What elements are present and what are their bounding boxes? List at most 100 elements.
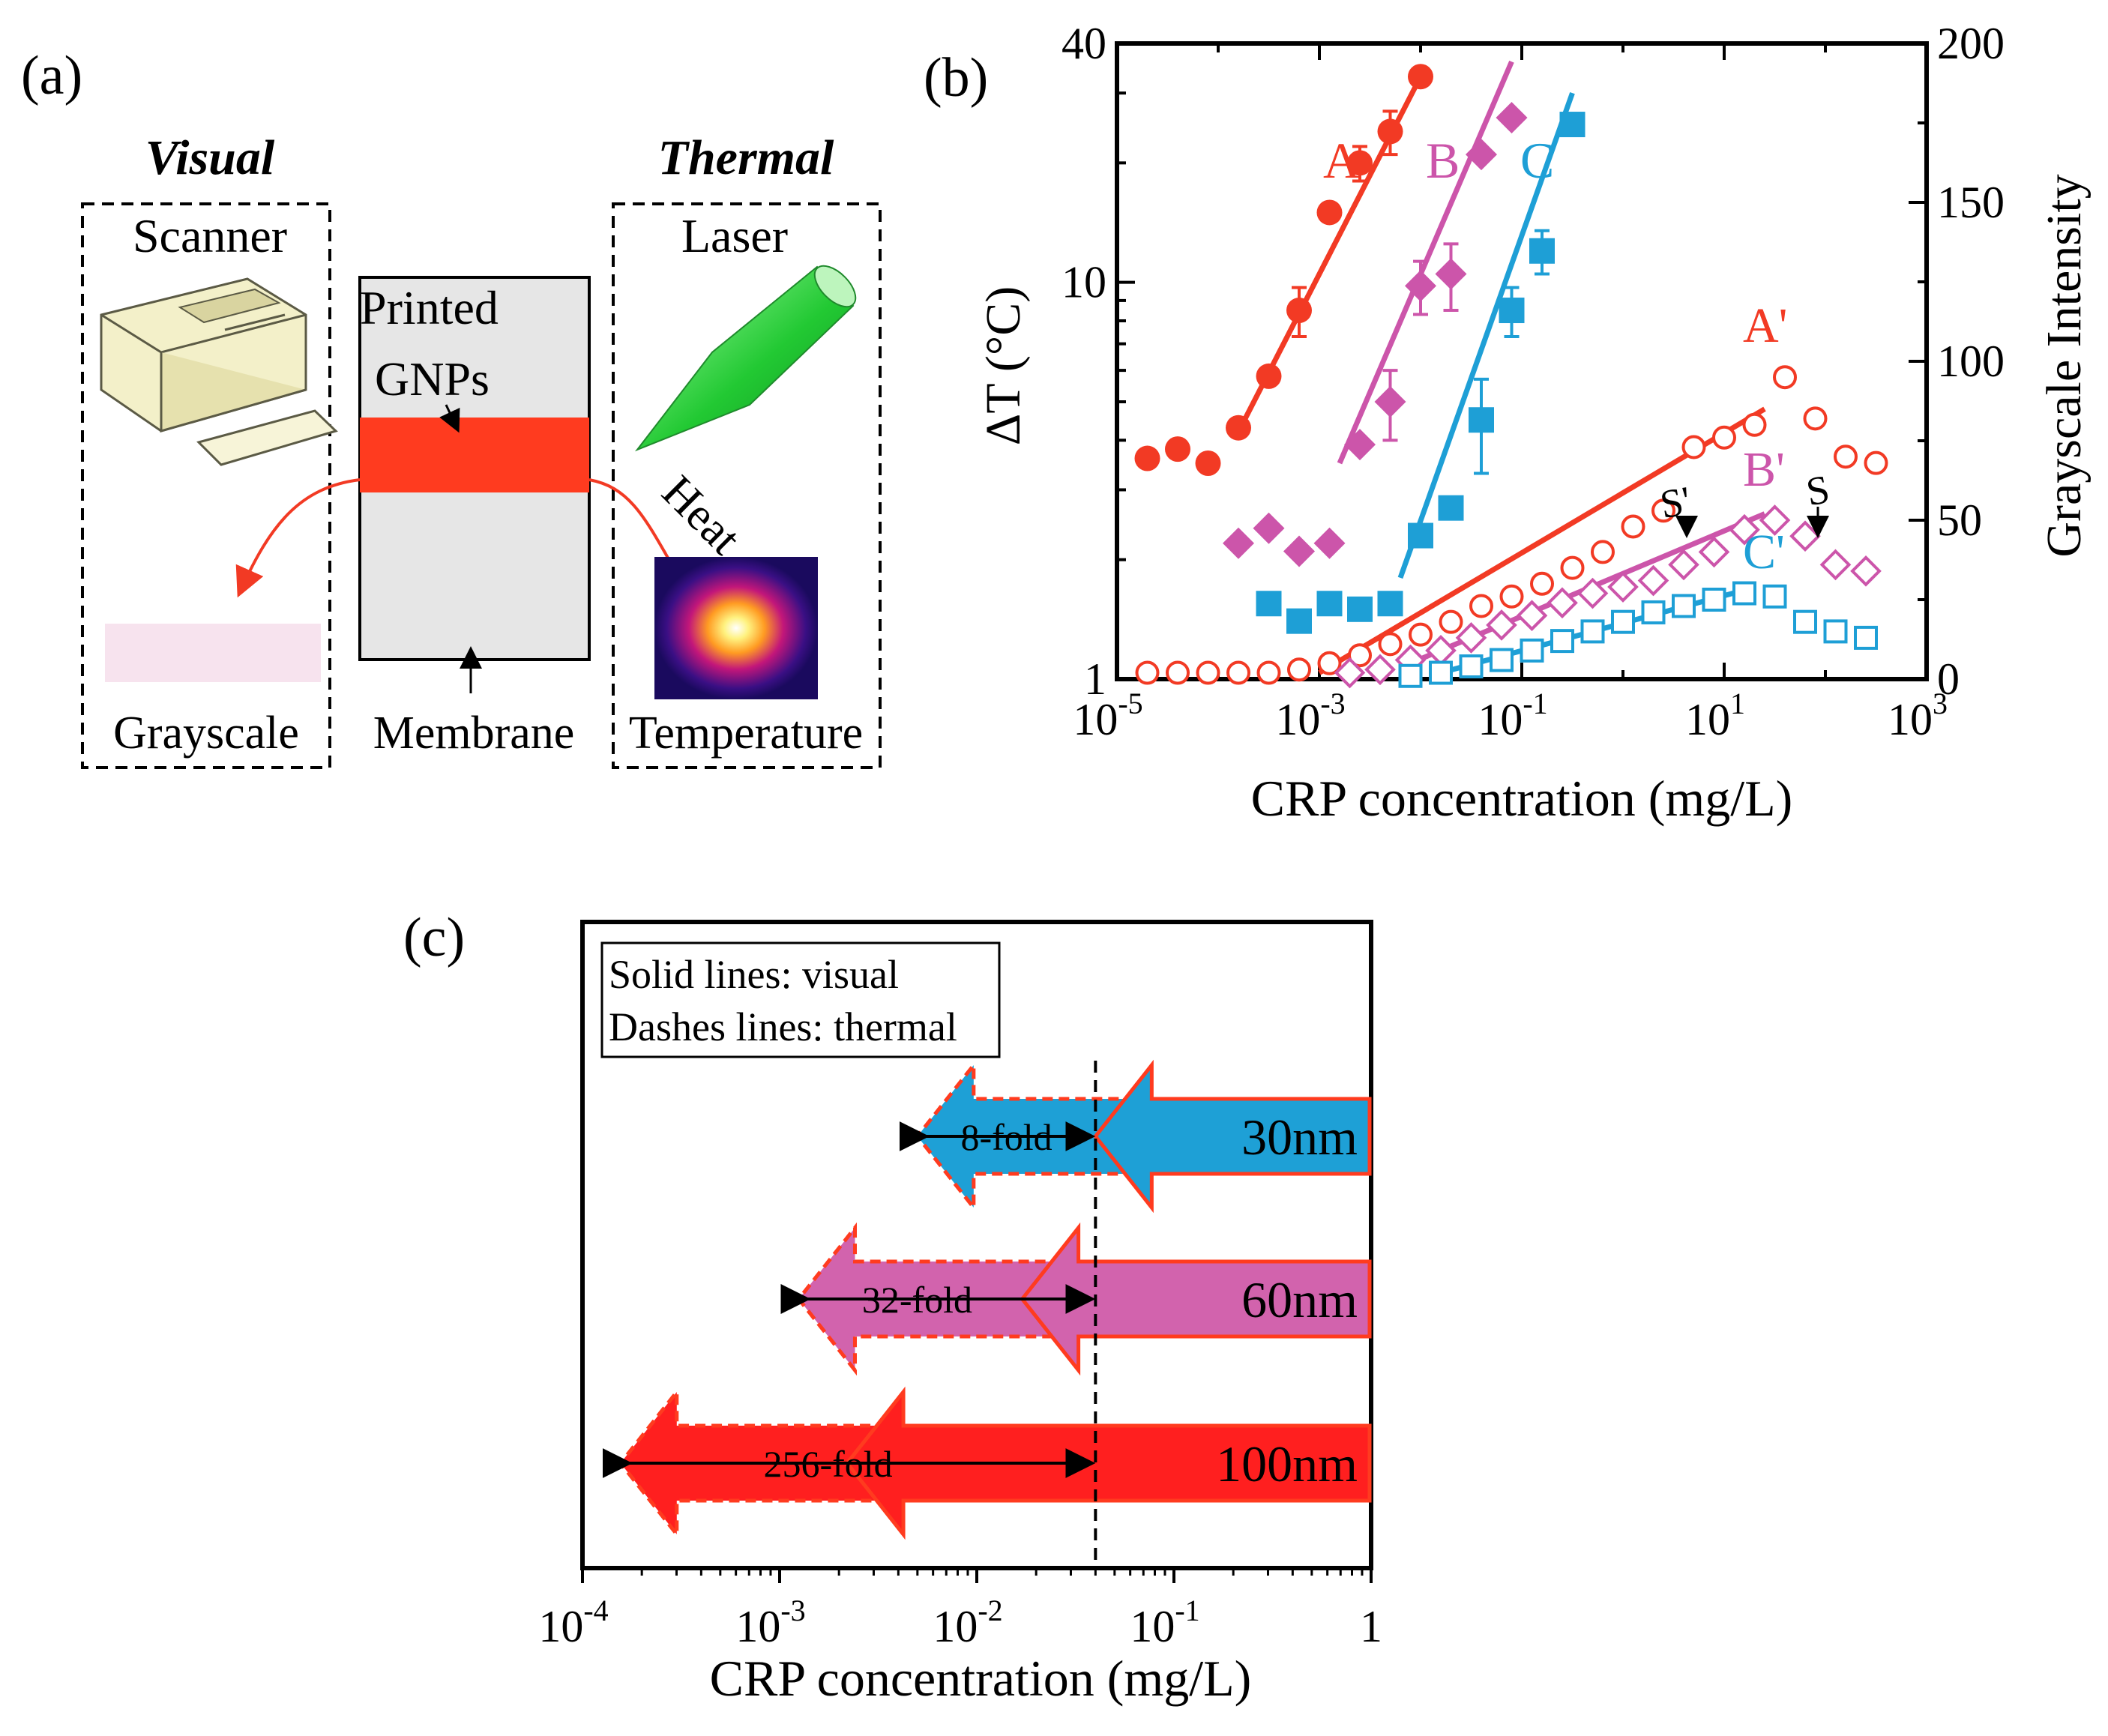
panel-b-label: (b) (924, 47, 988, 109)
point-A-0 (1134, 445, 1160, 471)
fold-label-100nm: 256-fold (763, 1443, 892, 1485)
scanner-icon (100, 277, 338, 466)
point-C-9 (1529, 238, 1555, 264)
point-Bp-8 (1577, 577, 1609, 609)
point-C-7 (1469, 407, 1494, 433)
point-C-0 (1256, 591, 1282, 617)
point-A-6 (1316, 199, 1343, 226)
point-Ap-8 (1378, 632, 1403, 657)
y-right-tick-label: 150 (1937, 178, 2005, 227)
point-Cp-3 (1490, 648, 1514, 672)
point-Cp-0 (1398, 663, 1423, 688)
point-Ap-2 (1196, 660, 1220, 685)
legend-dashed-lines: Dashes lines: thermal (609, 1004, 957, 1049)
x-tick-label-b: 10-1 (1478, 687, 1547, 744)
grayscale-label: Grayscale (113, 708, 299, 759)
x-tick-label-c: 10-2 (933, 1594, 1002, 1651)
x-tick-label-b: 101 (1685, 687, 1745, 744)
series-b-prime-label: B' (1743, 442, 1785, 497)
point-Cp-4 (1520, 638, 1544, 663)
point-B-4 (1344, 429, 1376, 461)
point-Bp-10 (1637, 564, 1669, 597)
point-Ap-13 (1530, 571, 1554, 596)
point-Ap-16 (1621, 514, 1645, 539)
point-C-1 (1286, 608, 1312, 634)
thermal-heading: Thermal (658, 130, 834, 185)
point-Cp-10 (1702, 588, 1726, 612)
panel-a-label: (a) (21, 45, 82, 106)
point-A-8 (1377, 118, 1403, 145)
point-Cp-14 (1823, 619, 1848, 644)
point-Bp-12 (1698, 536, 1730, 568)
point-Cp-7 (1611, 609, 1635, 634)
panel-c: (c) Solid lines: visual Dashes lines: th… (403, 907, 1382, 1707)
point-B-3 (1313, 527, 1346, 559)
visual-arrow-100nm (844, 1386, 1372, 1540)
point-B-1 (1253, 512, 1285, 544)
point-Ap-6 (1317, 651, 1342, 675)
point-Bp-15 (1789, 520, 1821, 552)
fit-line-2 (1397, 91, 1575, 579)
point-A-3 (1226, 415, 1251, 441)
panel-c-label: (c) (403, 907, 465, 968)
point-Ap-10 (1439, 609, 1463, 634)
point-Ap-4 (1256, 660, 1281, 685)
y-right-tick-label: 0 (1937, 654, 1960, 704)
point-Bp-3 (1425, 635, 1457, 666)
legend-box (600, 941, 1001, 1058)
legend-solid-lines: Solid lines: visual (609, 952, 899, 997)
point-Ap-20 (1742, 412, 1767, 437)
point-Bp-13 (1729, 513, 1760, 546)
point-Bp-9 (1607, 571, 1639, 603)
visual-arrow-30nm (1093, 1059, 1372, 1214)
printed-label: Printed (360, 281, 499, 334)
point-Ap-11 (1469, 594, 1493, 618)
category-label-60nm: 60nm (1241, 1271, 1358, 1328)
point-Bp-16 (1819, 549, 1852, 581)
point-Ap-7 (1348, 643, 1372, 668)
point-Ap-24 (1864, 450, 1888, 475)
point-Bp-17 (1850, 555, 1882, 587)
point-Cp-12 (1762, 584, 1787, 609)
point-Bp-0 (1334, 657, 1366, 689)
laser-label: Laser (681, 209, 788, 262)
y-right-tick-label: 100 (1937, 337, 2005, 386)
point-Cp-11 (1732, 581, 1756, 606)
x-tick-label-c: 10-4 (538, 1594, 608, 1651)
point-B-9 (1496, 102, 1528, 134)
temperature-label: Temperature (629, 708, 863, 759)
scanner-label: Scanner (133, 209, 287, 262)
point-B-8 (1466, 139, 1497, 171)
point-B-5 (1374, 386, 1406, 418)
point-A-1 (1165, 436, 1190, 462)
category-label-100nm: 100nm (1216, 1435, 1358, 1492)
chart-c-ticks: 10-4 10-3 10-2 10-1 1 (538, 1568, 1382, 1651)
series-b-label: B (1426, 132, 1460, 189)
point-C-8 (1499, 298, 1525, 324)
point-Cp-2 (1459, 654, 1484, 679)
point-Cp-6 (1580, 619, 1605, 644)
category-label-30nm: 30nm (1241, 1109, 1358, 1166)
x-tick-label-c: 10-3 (735, 1594, 805, 1651)
fold-label-60nm: 32-fold (862, 1279, 972, 1321)
point-C-3 (1347, 596, 1373, 622)
point-Ap-14 (1560, 555, 1585, 580)
point-Bp-5 (1486, 609, 1517, 641)
visual-arrow-60nm (1020, 1222, 1372, 1376)
point-Ap-19 (1712, 425, 1736, 450)
thermal-dashed-box (612, 202, 882, 769)
y-left-axis-label: ΔT (°C) (976, 286, 1031, 445)
x-tick-label-c: 1 (1360, 1602, 1382, 1651)
visual-readout-arrow (235, 478, 361, 598)
point-B-7 (1435, 258, 1467, 290)
point-Cp-1 (1429, 660, 1453, 685)
x-tick-label-b: 10-3 (1275, 687, 1345, 744)
thermal-image (654, 557, 818, 699)
point-C-2 (1316, 591, 1343, 617)
series-c-label: C (1520, 132, 1554, 189)
x-axis-label-b: CRP concentration (mg/L) (1251, 770, 1793, 827)
y-left-tick-label: 10 (1061, 258, 1106, 307)
point-C-5 (1408, 522, 1433, 549)
